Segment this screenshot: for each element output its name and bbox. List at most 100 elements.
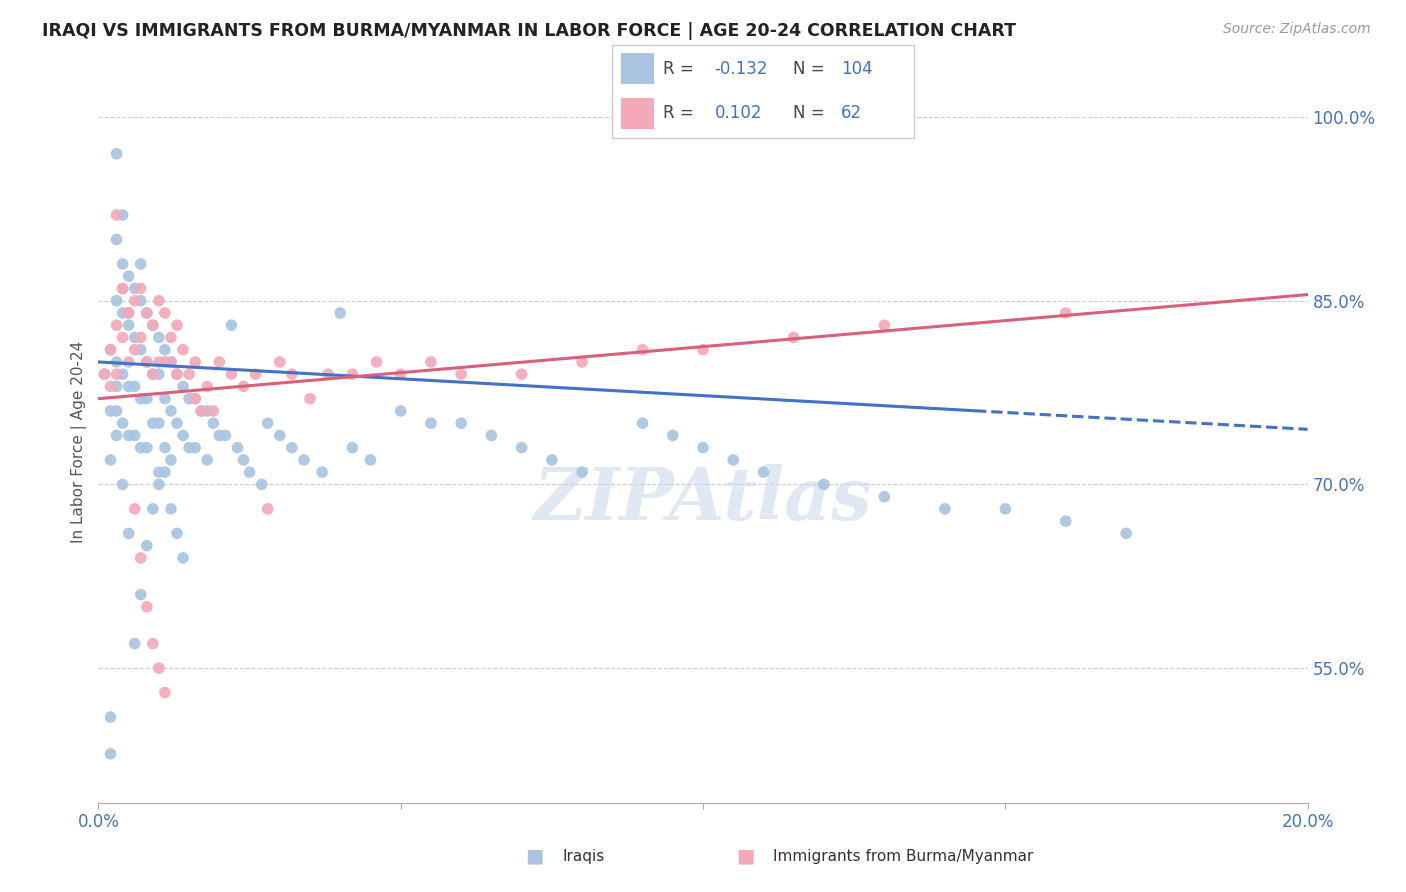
Point	[105, 146, 128, 161]
Point	[256, 416, 278, 430]
Point	[389, 404, 412, 418]
Point	[208, 355, 231, 369]
Point	[281, 367, 304, 381]
Point	[124, 502, 146, 516]
Point	[111, 257, 134, 271]
Point	[111, 416, 134, 430]
Point	[360, 453, 382, 467]
Point	[111, 208, 134, 222]
Point	[118, 306, 141, 320]
Point	[135, 355, 157, 369]
Point	[160, 355, 183, 369]
Bar	[620, 53, 654, 84]
Point	[105, 293, 128, 308]
Point	[129, 257, 152, 271]
Point	[129, 392, 152, 406]
Point	[100, 404, 122, 418]
Point	[316, 367, 339, 381]
Point	[135, 599, 157, 614]
Point	[142, 318, 165, 333]
Point	[111, 330, 134, 344]
Point	[142, 637, 165, 651]
Point	[540, 453, 562, 467]
Point	[214, 428, 236, 442]
Y-axis label: In Labor Force | Age 20-24: In Labor Force | Age 20-24	[72, 341, 87, 542]
Point	[226, 441, 249, 455]
Point	[221, 367, 243, 381]
Point	[93, 367, 115, 381]
Point	[111, 281, 134, 295]
Text: ■: ■	[524, 847, 544, 866]
Point	[142, 502, 165, 516]
Point	[184, 441, 207, 455]
Point	[450, 367, 472, 381]
Point	[100, 710, 122, 724]
Text: N =: N =	[793, 60, 830, 78]
Point	[153, 441, 176, 455]
Point	[93, 367, 115, 381]
Point	[111, 477, 134, 491]
Point	[124, 428, 146, 442]
Point	[723, 453, 745, 467]
Point	[172, 379, 194, 393]
Point	[195, 453, 218, 467]
Point	[292, 453, 315, 467]
Point	[783, 330, 806, 344]
Point	[135, 441, 157, 455]
Point	[111, 367, 134, 381]
Point	[208, 428, 231, 442]
Point	[100, 343, 122, 357]
Point	[118, 318, 141, 333]
Point	[118, 306, 141, 320]
Point	[111, 306, 134, 320]
Point	[692, 343, 714, 357]
Point	[105, 379, 128, 393]
Point	[129, 281, 152, 295]
Point	[135, 306, 157, 320]
Point	[153, 465, 176, 479]
Point	[873, 490, 896, 504]
Text: Iraqis: Iraqis	[562, 849, 605, 863]
Point	[172, 428, 194, 442]
Point	[118, 428, 141, 442]
Point	[166, 367, 188, 381]
Point	[148, 477, 170, 491]
Text: 62: 62	[841, 104, 862, 122]
Point	[250, 477, 273, 491]
Text: 104: 104	[841, 60, 873, 78]
Point	[311, 465, 333, 479]
Point	[105, 367, 128, 381]
Point	[994, 502, 1017, 516]
Point	[124, 293, 146, 308]
Point	[148, 661, 170, 675]
Point	[269, 428, 291, 442]
Text: N =: N =	[793, 104, 830, 122]
Point	[190, 404, 212, 418]
Point	[166, 318, 188, 333]
Point	[124, 281, 146, 295]
Point	[571, 465, 593, 479]
Point	[148, 355, 170, 369]
Point	[124, 343, 146, 357]
Point	[148, 293, 170, 308]
Point	[135, 306, 157, 320]
Point	[166, 526, 188, 541]
Point	[124, 637, 146, 651]
Point	[481, 428, 503, 442]
Point	[179, 367, 201, 381]
Point	[153, 392, 176, 406]
Text: 0.102: 0.102	[714, 104, 762, 122]
Point	[631, 343, 654, 357]
Point	[184, 355, 207, 369]
Point	[752, 465, 775, 479]
Point	[166, 416, 188, 430]
Text: R =: R =	[664, 104, 704, 122]
Point	[510, 441, 533, 455]
Bar	[620, 98, 654, 129]
Point	[202, 416, 225, 430]
Point	[1115, 526, 1137, 541]
Point	[232, 453, 254, 467]
Point	[172, 343, 194, 357]
Point	[160, 453, 183, 467]
Point	[153, 306, 176, 320]
